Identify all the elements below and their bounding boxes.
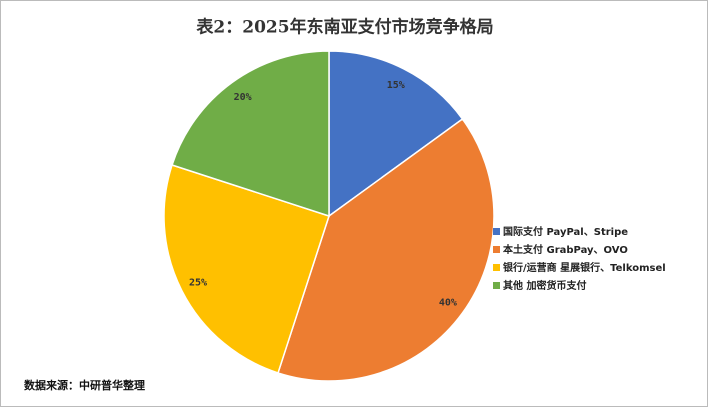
legend-label: 其他 加密货币支付 [503,279,586,292]
legend-label: 银行/运营商 星展银行、Telkomsel [503,261,666,274]
legend-swatch [493,282,500,289]
chart-title: 表2：2025年东南亚支付市场竞争格局 [196,17,493,38]
data-label: 25% [189,278,207,289]
legend-swatch [493,228,500,235]
data-label: 15% [387,80,405,91]
pie-slice [171,50,330,218]
legend-swatch [493,264,500,271]
legend-label: 国际支付 PayPal、Stripe [503,225,628,238]
pie-slice [328,50,464,218]
pie-slice [277,117,495,382]
source-note: 数据来源：中研普华整理 [24,378,145,392]
pie-slice [163,164,330,374]
pie: 15% 40% 25% 20% [163,50,495,382]
data-label: 40% [439,297,457,308]
legend-swatch [493,246,500,253]
data-label: 20% [234,92,252,103]
legend-label: 本土支付 GrabPay、OVO [503,243,628,256]
legend: 国际支付 PayPal、Stripe 本土支付 GrabPay、OVO 银行/运营商… [493,225,666,292]
